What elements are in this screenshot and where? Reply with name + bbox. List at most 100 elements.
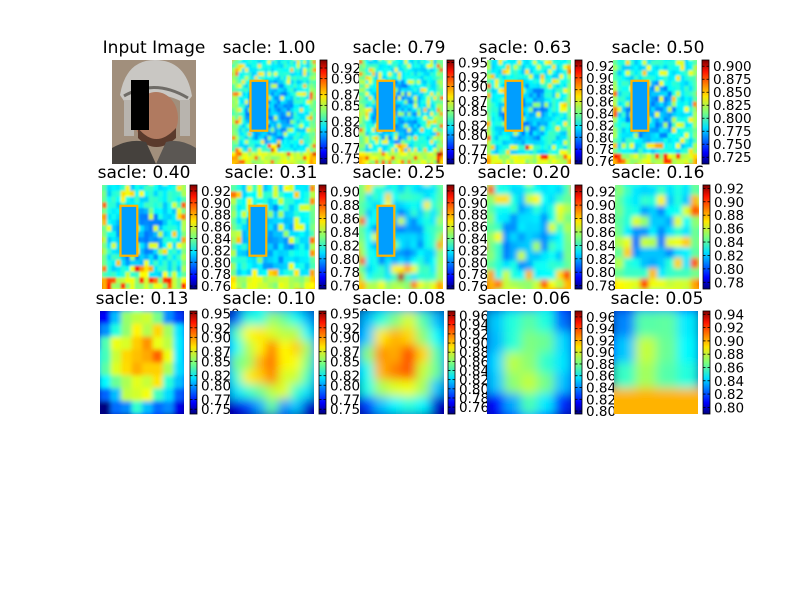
heatmap-cell [640,257,650,269]
heatmap-cell [391,144,396,149]
heatmap-cell [241,276,248,284]
heatmap-cell [684,60,690,66]
heatmap-cell [286,156,291,161]
heatmap-cell [106,248,112,255]
heatmap-cell [290,92,294,97]
heatmap-cell [120,271,126,279]
heatmap-cell [290,384,303,400]
heatmap-cell [139,277,145,284]
heatmap-cell [262,185,269,193]
heatmap-cell [362,80,367,85]
heatmap-cell [388,160,392,164]
heatmap-cell [430,104,434,109]
heatmap-cell [267,64,272,69]
heatmap-cell [646,70,652,77]
heatmap-cell [167,219,173,227]
heatmap-cell [368,68,373,73]
heatmap-cell [242,384,255,400]
heatmap-cell [388,132,392,137]
colorbar-tick-label: 0.78 [586,142,616,158]
heatmap-cell [181,231,186,238]
heatmap-cell [306,156,311,161]
heatmap-cell [665,226,675,238]
heatmap-cell [120,277,126,284]
heatmap-cell [613,153,618,160]
heatmap-cell [293,124,298,129]
heatmap-cell [439,128,443,133]
heatmap-cell [520,393,538,414]
heatmap-cell [236,269,243,277]
heatmap-cell [277,116,282,121]
heatmap-cell [420,140,425,145]
heatmap-cell [423,156,428,161]
heatmap-cell [365,112,370,117]
colorbar-tick-label: 0.88 [459,345,489,361]
heatmap-cell [296,112,301,117]
heatmap-cell [111,208,117,215]
heatmap-cell [368,76,373,81]
heatmap-cell [266,384,279,400]
heatmap-cell [238,88,243,93]
heatmap-cell [162,260,168,267]
heatmap-cell [176,213,182,221]
heatmap-cell [397,84,402,89]
heatmap-cell [280,128,285,133]
heatmap-cell [148,231,154,238]
heatmap-cell [267,116,272,121]
heatmap-cell [513,130,519,137]
heatmap-cell [278,282,285,289]
heatmap-cell [280,152,285,157]
heatmap-cell [631,257,641,269]
heatmap-cell [359,152,363,157]
heatmap-cell [303,148,307,153]
heatmap-cell [548,60,553,66]
heatmap-cell [692,117,697,123]
heatmap-cell [540,159,545,164]
heatmap-cell [316,120,320,125]
heatmap-cell [359,108,363,113]
heatmap-cell [410,88,415,93]
colorbar-tick-label: 0.78 [586,279,616,295]
heatmap-cell [299,276,306,284]
colorbar-tick-label: 0.90 [201,196,231,212]
heatmap-cell [280,104,285,109]
heatmap-cell [680,122,685,129]
heatmap-cell [116,277,122,284]
heatmap-cell [296,156,301,161]
heatmap-cell [697,65,702,71]
heatmap-cell [374,328,389,346]
heatmap-cell [181,271,186,279]
heatmap-cell [625,148,631,155]
heatmap-cell [521,97,526,104]
heatmap-cell [280,160,285,164]
heatmap-cell [246,191,253,199]
heatmap-cell [430,148,434,153]
heatmap-cell [413,144,418,149]
heatmap-cell [290,64,294,69]
heatmap-cell [241,84,246,89]
heatmap-cell [167,231,173,238]
heatmap-cell [634,132,639,139]
heatmap-cell [423,225,431,234]
heatmap-cell [365,80,370,85]
heatmap-cell [391,281,399,289]
heatmap-cell [544,130,549,137]
heatmap-cell [235,152,240,157]
heatmap-cell [692,75,697,82]
heatmap-cell [613,127,618,134]
heatmap-cell [631,226,641,238]
heatmap-cell [290,112,294,117]
heatmap-cell [286,108,291,113]
heatmap-cell [655,143,660,149]
heatmap-cell [232,144,236,149]
heatmap-cell [402,396,417,414]
heatmap-cell [266,355,279,371]
heatmap-cell [540,116,545,123]
heatmap-cell [638,143,643,149]
heatmap-cell [153,231,159,238]
heatmap-cell [296,64,301,69]
occluder-response [249,79,269,132]
heatmap-cell [299,100,304,105]
heatmap-cell [296,160,301,164]
